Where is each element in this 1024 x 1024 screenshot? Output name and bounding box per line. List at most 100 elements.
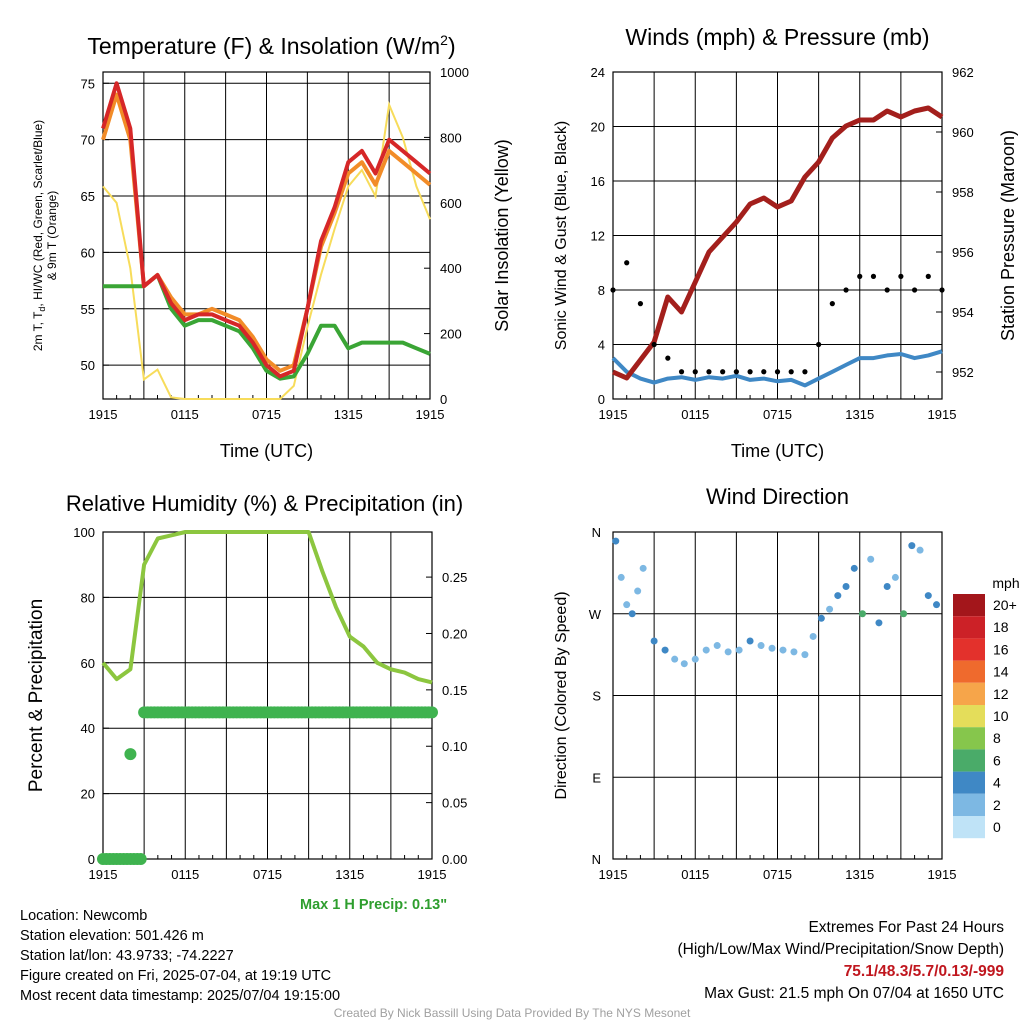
y2-tick-label: 0.00 [442,852,467,867]
gust-point [733,369,739,375]
colorbar-label: 14 [993,664,1009,680]
x-tick-label: 1915 [928,867,957,882]
recent-data-text: Most recent data timestamp: 2025/07/04 1… [20,988,341,1004]
y-tick-label: 20 [81,787,95,802]
series-solar-line [102,101,431,400]
colorbar: mph 20+ 18 16 14 12 10 8 6 4 2 0 [953,575,1020,839]
chart-title: Temperature (F) & Insolation (W/m2) [87,32,455,59]
colorbar-label: 8 [993,730,1001,746]
direction-point [891,573,899,581]
y-axis-label: Sonic Wind & Gust (Blue, Black) [553,121,570,350]
x-tick-label: 0715 [763,867,792,882]
x-tick-label: 1915 [599,407,628,422]
x-tick-label: 1915 [418,867,447,882]
colorbar-label: 16 [993,641,1009,657]
x-tick-label: 0115 [171,867,199,882]
gust-point [747,369,753,375]
y-axis-label: Percent & Precipitation [26,599,47,792]
direction-point [671,655,679,663]
direction-point [850,564,858,572]
direction-point [713,642,721,650]
y-tick-label: 75 [81,76,95,91]
chart-title: Wind Direction [706,484,849,509]
colorbar-swatch [953,660,985,683]
y-axis-label: 2m T, Td, HI/WC (Red, Green, Scarlet/Blu… [31,120,47,351]
colorbar-label: 18 [993,619,1009,635]
direction-point [746,637,754,645]
gust-point [610,287,616,293]
extremes-title: Extremes For Past 24 Hours [808,919,1004,936]
x-tick-label: 1315 [845,407,874,422]
colorbar-label: 2 [993,797,1001,813]
gust-point [911,287,918,293]
direction-point [817,614,825,622]
direction-point [617,573,625,581]
colorbar-swatch [953,727,985,750]
direction-point [634,587,642,595]
direction-point [661,646,669,654]
direction-point [883,583,891,590]
x-tick-label: 1915 [416,407,445,422]
direction-point [680,660,688,668]
gust-point [843,287,849,293]
y2-tick-label: 200 [440,327,462,342]
colorbar-swatch [953,793,985,816]
x-tick-label: 0115 [681,407,709,422]
direction-point [809,632,817,640]
direction-point [724,648,732,656]
x-tick-label: 1315 [845,867,874,882]
direction-point [768,644,776,652]
x-axis-label: Time (UTC) [731,441,824,461]
y2-tick-label: 0.15 [442,683,467,698]
created-text: Figure created on Fri, 2025-07-04, at 19… [20,968,332,984]
elevation-text: Station elevation: 501.426 m [20,928,204,944]
y-tick-label: 8 [598,283,605,298]
direction-point [826,605,834,613]
y-tick-label: 40 [81,721,95,736]
direction-point [790,648,798,656]
y2-tick-label: 0 [440,392,447,407]
direction-point [801,651,809,659]
y2-tick-label: 600 [440,196,462,211]
gust-point [788,369,794,375]
gust-point [665,355,671,361]
direction-point [900,610,908,618]
y2-tick-label: 0.20 [442,626,467,641]
y-tick-label: 4 [598,338,605,353]
credit-text: Created By Nick Bassill Using Data Provi… [333,1006,691,1020]
direction-point [691,655,699,663]
x-tick-label: 1915 [599,867,628,882]
y2-tick-label: 800 [440,130,462,145]
y-tick-label: E [592,770,601,785]
y2-axis-label: Station Pressure (Maroon) [998,130,1018,341]
x-tick-label: 0115 [681,867,709,882]
y2-tick-label: 400 [440,261,462,276]
gust-point [925,273,931,279]
series-line-2m-t [101,81,432,379]
gust-point [692,369,698,375]
direction-point [924,592,932,600]
y-tick-label: N [592,852,601,867]
series-wind-line [611,349,943,388]
x-tick-label: 0715 [253,867,282,882]
precip-point [426,706,438,719]
series-rh-line [101,530,433,685]
y-tick-label: 60 [81,656,95,671]
y-tick-label: 55 [81,302,95,317]
colorbar-label: 12 [993,686,1009,702]
direction-point [650,637,658,645]
y2-tick-label: 0.05 [442,796,467,811]
direction-point [875,619,883,627]
y-tick-label: 20 [591,120,605,135]
y-tick-label: 80 [81,590,95,605]
x-tick-label: 0715 [763,407,792,422]
direction-point [858,610,866,618]
gust-point [884,287,890,293]
colorbar-label: 6 [993,752,1001,768]
gust-point [651,341,657,348]
chart-title: Relative Humidity (%) & Precipitation (i… [66,491,463,516]
y2-tick-label: 962 [952,65,974,80]
direction-point [908,542,916,550]
